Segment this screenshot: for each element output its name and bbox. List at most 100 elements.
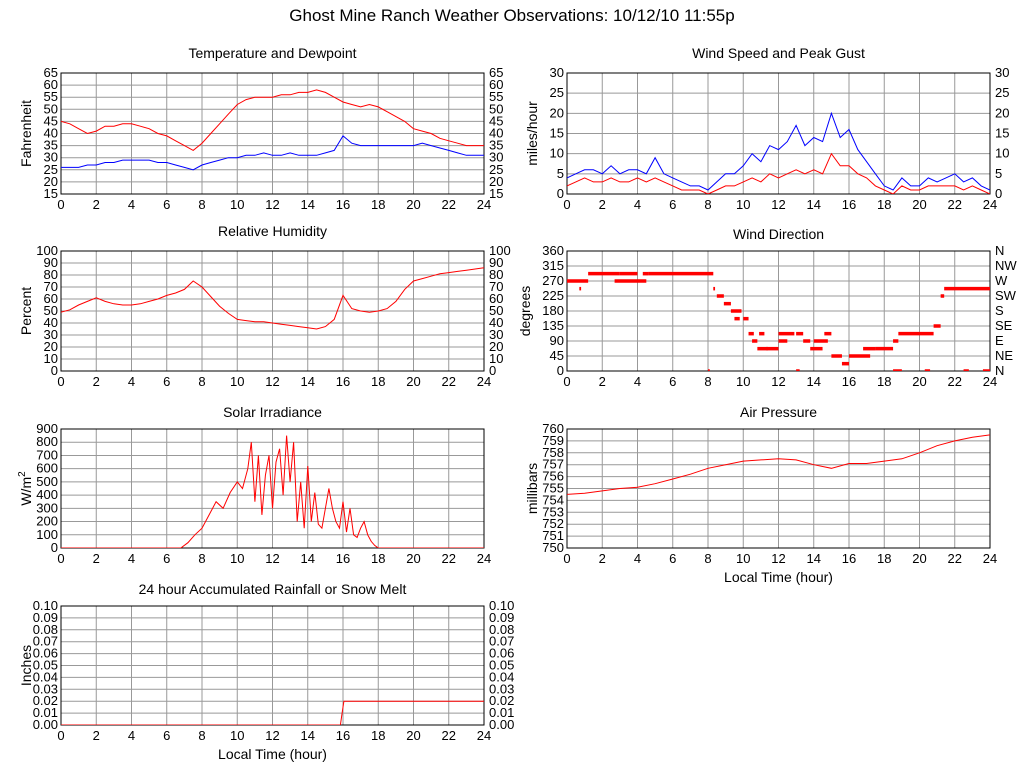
x-tick-label: 8: [704, 551, 711, 566]
y-tick-label-right: 0.07: [489, 634, 514, 649]
y-tick-label-right: 15: [995, 126, 1009, 141]
y-tick-label: 756: [542, 469, 564, 484]
y-tick-label-right: 20: [995, 105, 1009, 120]
y-tick-label-right: NE: [995, 348, 1013, 363]
x-tick-label: 6: [669, 197, 676, 212]
x-tick-label: 6: [163, 374, 170, 389]
x-tick-label: 20: [406, 551, 420, 566]
x-tick-label: 10: [736, 551, 750, 566]
y-tick-label-right: 35: [489, 138, 503, 153]
y-tick-label: 760: [542, 421, 564, 436]
y-tick-label-right: 50: [489, 101, 503, 116]
x-tick-label: 10: [230, 728, 244, 743]
y-tick-label: 0.00: [33, 717, 58, 732]
y-tick-label: 60: [44, 77, 58, 92]
y-tick-label: 135: [542, 318, 564, 333]
x-tick-label: 4: [128, 374, 135, 389]
x-tick-label: 20: [406, 728, 420, 743]
x-tick-label: 18: [371, 374, 385, 389]
y-tick-label: 60: [44, 291, 58, 306]
x-tick-label: 2: [93, 374, 100, 389]
x-axis-label: Local Time (hour): [218, 746, 327, 762]
y-tick-label-right: 10: [995, 146, 1009, 161]
y-tick-label-right: 0.03: [489, 681, 514, 696]
series-line-0: [61, 700, 484, 725]
y-tick-label: 757: [542, 457, 564, 472]
y-tick-label: 751: [542, 528, 564, 543]
y-tick-label: 10: [44, 351, 58, 366]
x-tick-label: 4: [634, 551, 641, 566]
y-tick-label: 20: [44, 339, 58, 354]
y-tick-label-right: 0.01: [489, 705, 514, 720]
x-tick-label: 4: [128, 197, 135, 212]
y-tick-label: 25: [44, 162, 58, 177]
y-tick-label-right: 25: [995, 85, 1009, 100]
y-tick-label-right: 20: [489, 174, 503, 189]
x-tick-label: 0: [563, 197, 570, 212]
chart-title: Wind Speed and Peak Gust: [692, 45, 865, 61]
x-tick-label: 0: [57, 374, 64, 389]
y-tick-label-right: 0.08: [489, 622, 514, 637]
x-tick-label: 20: [406, 197, 420, 212]
x-tick-label: 16: [842, 551, 856, 566]
x-tick-label: 10: [736, 197, 750, 212]
x-tick-label: 6: [163, 551, 170, 566]
y-tick-label-right: 90: [489, 255, 503, 270]
x-tick-label: 20: [912, 551, 926, 566]
x-tick-label: 2: [93, 728, 100, 743]
x-tick-label: 18: [371, 728, 385, 743]
x-tick-label: 20: [912, 374, 926, 389]
y-tick-label: 5: [557, 166, 564, 181]
x-tick-label: 0: [57, 551, 64, 566]
y-tick-label: 0: [51, 363, 58, 378]
x-tick-label: 8: [704, 197, 711, 212]
y-tick-label-right: SW: [995, 288, 1017, 303]
x-tick-label: 16: [842, 374, 856, 389]
y-tick-label-right: 10: [489, 351, 503, 366]
x-tick-label: 18: [371, 197, 385, 212]
y-tick-label: 0.05: [33, 658, 58, 673]
x-tick-label: 24: [983, 374, 997, 389]
y-axis-label-text: W/m: [18, 477, 34, 506]
x-tick-label: 20: [406, 374, 420, 389]
chart-title: 24 hour Accumulated Rainfall or Snow Mel…: [139, 581, 407, 597]
y-tick-label: 45: [550, 348, 564, 363]
y-tick-label: 758: [542, 445, 564, 460]
y-tick-label: 25: [550, 85, 564, 100]
series-line-1: [61, 135, 484, 171]
series-line-0: [61, 89, 484, 152]
y-tick-label: 0.09: [33, 610, 58, 625]
x-tick-label: 22: [442, 728, 456, 743]
x-tick-label: 12: [265, 551, 279, 566]
y-tick-label: 0.02: [33, 693, 58, 708]
x-tick-label: 22: [948, 551, 962, 566]
y-tick-label-right: 15: [489, 186, 503, 201]
y-tick-label: 15: [44, 186, 58, 201]
y-tick-label: 55: [44, 89, 58, 104]
plot-frame: [566, 72, 991, 195]
y-tick-label: 20: [550, 105, 564, 120]
y-tick-label-right: NW: [995, 258, 1017, 273]
y-tick-label-right: 80: [489, 267, 503, 282]
y-tick-label: 30: [44, 327, 58, 342]
y-tick-label: 225: [542, 288, 564, 303]
y-tick-label: 100: [36, 243, 58, 258]
y-tick-label-right: 40: [489, 126, 503, 141]
y-axis-label: Percent: [18, 287, 34, 335]
x-tick-label: 0: [563, 551, 570, 566]
x-axis-label: Local Time (hour): [724, 569, 833, 585]
x-tick-label: 6: [669, 551, 676, 566]
y-tick-label: 753: [542, 504, 564, 519]
x-tick-label: 4: [634, 374, 641, 389]
y-tick-label: 315: [542, 258, 564, 273]
x-tick-label: 16: [336, 197, 350, 212]
x-tick-label: 0: [57, 197, 64, 212]
y-tick-label: 0.04: [33, 669, 58, 684]
y-tick-label: 0.07: [33, 634, 58, 649]
x-tick-label: 24: [477, 197, 491, 212]
x-tick-label: 2: [599, 551, 606, 566]
x-tick-label: 0: [563, 374, 570, 389]
series-line-0: [567, 111, 990, 191]
